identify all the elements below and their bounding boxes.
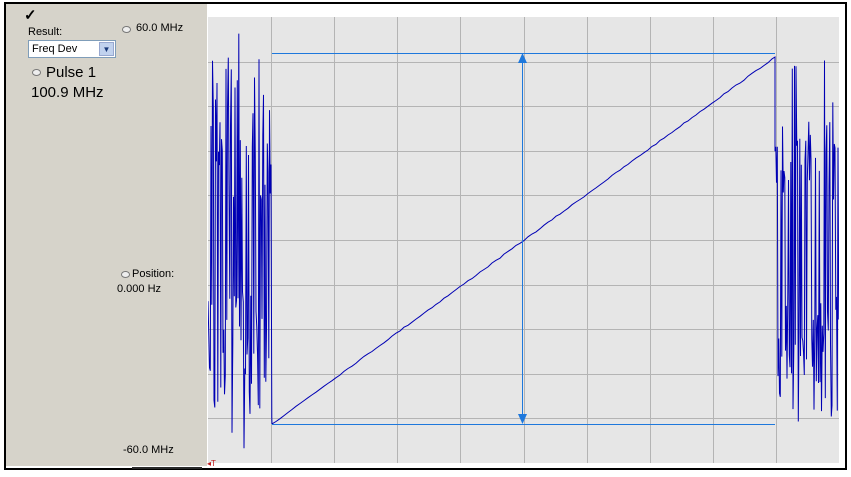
trigger-marker: ◂T [207, 459, 216, 468]
pulse-marker-icon[interactable] [32, 69, 41, 76]
pulse-name: Pulse 1 [46, 64, 96, 81]
grid [208, 17, 839, 463]
position-marker-icon[interactable] [121, 271, 130, 278]
axis-top-label[interactable]: 60.0 MHz [136, 22, 183, 34]
scale-underline [132, 467, 202, 469]
plot-area[interactable] [208, 17, 839, 463]
result-select-value: Freq Dev [32, 43, 77, 55]
result-label: Result: [28, 26, 62, 38]
axis-bottom-label[interactable]: -60.0 MHz [123, 444, 174, 456]
chevron-down-icon[interactable]: ▼ [99, 42, 114, 56]
trigger-marker-label: T [211, 459, 216, 468]
frequency-deviation-plot [208, 17, 839, 463]
result-select[interactable]: Freq Dev ▼ [28, 40, 116, 58]
position-label: Position: [132, 268, 174, 280]
left-panel: ✓ Result: Freq Dev ▼ Pulse 1 100.9 MHz 6… [6, 4, 207, 466]
pulse-value: 100.9 MHz [31, 84, 104, 101]
checkmark-icon: ✓ [24, 6, 37, 24]
top-scale-marker-icon[interactable] [122, 26, 131, 33]
position-value[interactable]: 0.000 Hz [117, 283, 161, 295]
arrow-up-icon [518, 53, 527, 63]
